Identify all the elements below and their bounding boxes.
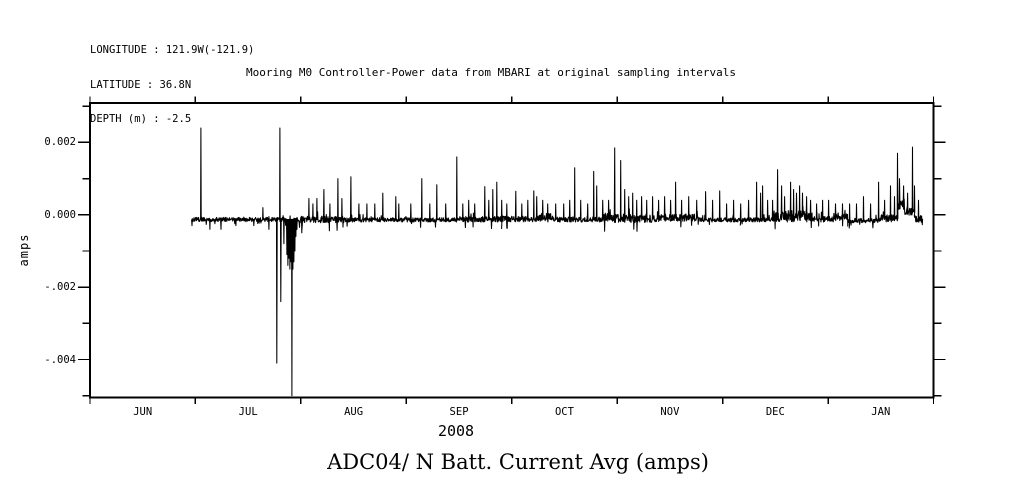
month-label: DEC <box>765 406 785 418</box>
metadata-latitude: LATITUDE : 36.8N <box>90 78 192 91</box>
month-label: SEP <box>449 406 469 418</box>
month-label: JAN <box>871 406 891 418</box>
axis-ticks <box>78 96 946 404</box>
plot-frame <box>89 102 935 399</box>
month-label: JUN <box>133 406 153 418</box>
chart-title: Mooring M0 Controller-Power data from MB… <box>245 66 737 79</box>
y-tick-label: 0.002 <box>44 136 76 149</box>
data-series-line <box>191 127 924 397</box>
metadata-longitude: LONGITUDE : 121.9W(-121.9) <box>90 44 255 56</box>
y-tick-label: -.002 <box>44 281 76 294</box>
month-label: NOV <box>660 406 680 418</box>
metadata-depth: DEPTH (m) : -2.5 <box>90 113 192 125</box>
y-tick-label: 0.000 <box>44 208 76 221</box>
y-axis-label: amps <box>17 233 31 267</box>
month-label: OCT <box>554 406 574 418</box>
month-label: AUG <box>344 406 364 418</box>
y-tick-label: -.004 <box>44 353 76 366</box>
x-axis-year-label: 2008 <box>437 422 475 440</box>
figure-caption: ADC04/ N Batt. Current Avg (amps) <box>327 450 709 474</box>
metadata-block: LONGITUDE : 121.9W(-121.9) LATITUDE : 36… <box>90 22 254 149</box>
month-label: JUL <box>238 406 258 418</box>
